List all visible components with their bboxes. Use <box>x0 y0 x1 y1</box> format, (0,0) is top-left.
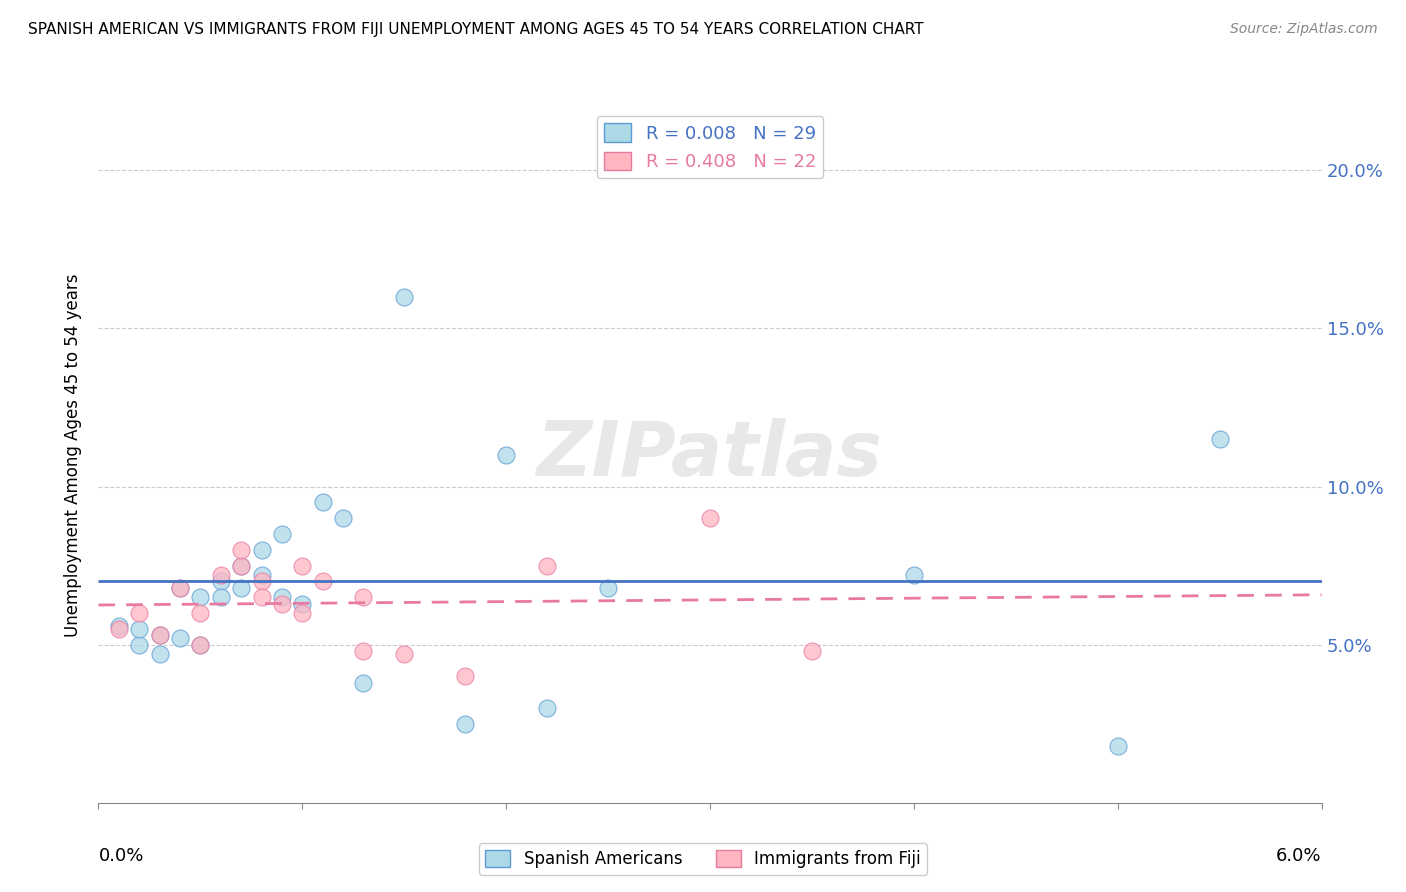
Point <box>270 591 292 605</box>
Point <box>149 628 172 642</box>
Text: SPANISH AMERICAN VS IMMIGRANTS FROM FIJI UNEMPLOYMENT AMONG AGES 45 TO 54 YEARS : SPANISH AMERICAN VS IMMIGRANTS FROM FIJI… <box>28 22 924 37</box>
Point <box>801 644 824 658</box>
Point <box>598 581 620 595</box>
Point <box>188 638 212 652</box>
Point <box>188 638 212 652</box>
Point <box>352 675 374 690</box>
Point <box>352 591 374 605</box>
Point <box>231 542 253 557</box>
Point <box>149 647 172 661</box>
Point <box>536 701 558 715</box>
Point <box>332 511 354 525</box>
Text: 0.0%: 0.0% <box>98 847 143 865</box>
Point <box>250 574 273 589</box>
Point <box>231 558 253 573</box>
Point <box>454 669 477 683</box>
Point <box>209 591 232 605</box>
Point <box>536 558 558 573</box>
Point <box>169 581 191 595</box>
Point <box>169 632 191 646</box>
Text: 6.0%: 6.0% <box>1277 847 1322 865</box>
Text: Source: ZipAtlas.com: Source: ZipAtlas.com <box>1230 22 1378 37</box>
Point <box>392 290 416 304</box>
Point <box>108 618 131 632</box>
Legend: Spanish Americans, Immigrants from Fiji: Spanish Americans, Immigrants from Fiji <box>478 843 928 875</box>
Point <box>231 581 253 595</box>
Y-axis label: Unemployment Among Ages 45 to 54 years: Unemployment Among Ages 45 to 54 years <box>65 273 83 637</box>
Point <box>495 448 517 462</box>
Point <box>128 606 150 620</box>
Point <box>188 606 212 620</box>
Point <box>209 574 232 589</box>
Point <box>169 581 191 595</box>
Point <box>108 622 131 636</box>
Point <box>311 495 335 509</box>
Point <box>128 622 150 636</box>
Point <box>250 591 273 605</box>
Point <box>128 638 150 652</box>
Point <box>454 716 477 731</box>
Legend: R = 0.008   N = 29, R = 0.408   N = 22: R = 0.008 N = 29, R = 0.408 N = 22 <box>598 116 823 178</box>
Point <box>250 568 273 582</box>
Point <box>291 606 314 620</box>
Point <box>209 568 232 582</box>
Point <box>699 511 721 525</box>
Point <box>311 574 335 589</box>
Point <box>270 527 292 541</box>
Point <box>903 568 925 582</box>
Point <box>231 558 253 573</box>
Point <box>291 597 314 611</box>
Text: ZIPatlas: ZIPatlas <box>537 418 883 491</box>
Point <box>1107 739 1129 753</box>
Point <box>188 591 212 605</box>
Point <box>149 628 172 642</box>
Point <box>352 644 374 658</box>
Point <box>250 542 273 557</box>
Point <box>270 597 292 611</box>
Point <box>291 558 314 573</box>
Point <box>392 647 416 661</box>
Point <box>1208 432 1232 446</box>
